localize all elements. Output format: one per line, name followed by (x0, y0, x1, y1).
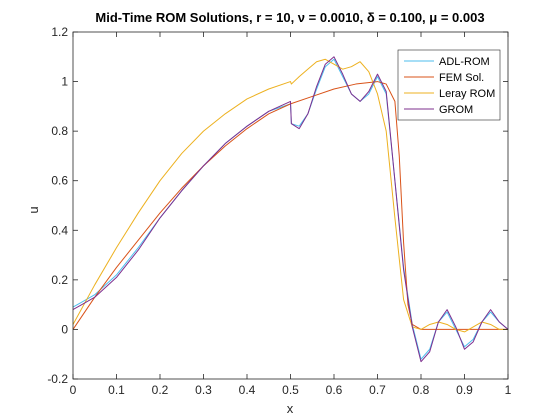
x-tick-label: 0.9 (456, 383, 473, 397)
y-tick-label: 1 (61, 75, 68, 89)
legend-entry: Leray ROM (439, 88, 495, 100)
chart-title: Mid-Time ROM Solutions, r = 10, ν = 0.00… (95, 10, 484, 25)
x-tick-label: 0.8 (413, 383, 430, 397)
legend-entry: GROM (439, 104, 473, 116)
series-line-leray-rom (72, 58, 508, 333)
legend-box (397, 49, 501, 121)
x-axis-label: x (287, 401, 294, 416)
y-tick-label: 0.4 (51, 223, 68, 237)
x-tick-label: 0 (70, 383, 77, 397)
y-tick-label: 0.6 (51, 174, 68, 188)
x-tick-label: 1 (505, 383, 512, 397)
y-tick-label: 0.8 (51, 124, 68, 138)
x-tick-label: 0.1 (108, 383, 125, 397)
y-tick-label: 0.2 (51, 273, 68, 287)
legend-entry: FEM Sol. (439, 72, 484, 84)
ticks-layer: 0 0.1 0.2 0.3 0.4 0.5 0.6 0.7 0.8 0.9 1-0.200.20.4… (47, 25, 511, 397)
y-tick-label: -0.2 (47, 372, 68, 386)
legend-entry: ADL-ROM (439, 56, 490, 68)
series-layer (72, 56, 509, 363)
series-line-grom (72, 56, 509, 363)
y-axis-label: u (26, 206, 41, 213)
x-tick-label: 0.7 (369, 383, 386, 397)
legend: ADL-ROM FEM Sol. Leray ROM GROM (397, 49, 501, 121)
x-tick-label: 0.3 (195, 383, 212, 397)
x-tick-label: 0.4 (239, 383, 256, 397)
x-tick-label: 0.6 (326, 383, 343, 397)
x-tick-label: 0.2 (152, 383, 169, 397)
y-tick-label: 0 (61, 322, 68, 336)
y-tick-label: 1.2 (51, 25, 68, 39)
x-tick-label: 0.5 (282, 383, 299, 397)
